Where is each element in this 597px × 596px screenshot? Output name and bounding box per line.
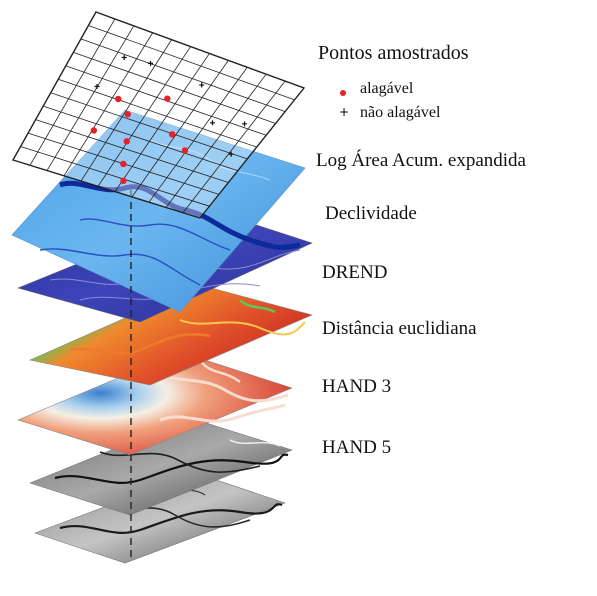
grid-line — [73, 51, 276, 124]
sample-points — [90, 55, 248, 185]
legend-not-flooded-marker: + — [339, 105, 350, 119]
grid-line — [114, 53, 210, 192]
layer-label-hand3: HAND 3 — [322, 376, 392, 397]
flooded-sample-marker — [168, 131, 176, 138]
flooded-sample-marker — [120, 177, 127, 185]
grid-line — [182, 80, 286, 213]
grid-line — [88, 25, 295, 101]
layer-label-declividade: Declividade — [325, 203, 417, 224]
legend-not-flooded-label: não alagável — [360, 104, 441, 121]
grid-line — [20, 146, 210, 207]
not-flooded-sample-marker — [199, 82, 205, 88]
grid-line — [148, 67, 248, 203]
flooded-sample-marker — [123, 138, 130, 145]
grid-line — [165, 73, 267, 208]
layer-label-drend: DREND — [322, 262, 388, 283]
grid-line — [35, 119, 229, 183]
grid-line — [43, 105, 238, 172]
legend-flooded-marker — [340, 90, 346, 96]
layer-label-hand5: HAND 5 — [322, 437, 392, 458]
grid-line — [131, 60, 229, 198]
not-flooded-sample-marker — [242, 121, 248, 127]
flooded-sample-marker — [90, 127, 98, 134]
grid-line — [63, 32, 154, 177]
legend-flooded-label: alagável — [360, 80, 414, 97]
grid-line — [29, 18, 116, 166]
not-flooded-sample-marker — [121, 55, 127, 61]
grid-line — [80, 39, 172, 182]
flooded-sample-marker — [115, 95, 122, 103]
grid-line — [58, 78, 257, 148]
sample-points-grid — [11, 11, 306, 219]
grid-line — [80, 38, 286, 113]
title-pontos-amostrados: Pontos amostrados — [318, 42, 469, 64]
grid-border — [11, 11, 306, 219]
flooded-sample-marker — [164, 95, 171, 102]
layer-label-log-area: Log Área Acum. expandida — [316, 150, 526, 171]
not-flooded-sample-marker — [94, 83, 100, 89]
grid-line — [46, 25, 135, 171]
grid-line — [97, 46, 191, 187]
flooded-sample-marker — [124, 111, 131, 118]
layer-label-distancia: Distância euclidiana — [322, 318, 477, 339]
not-flooded-sample-marker — [147, 60, 153, 66]
flooded-sample-marker — [181, 147, 189, 154]
not-flooded-sample-marker — [210, 120, 215, 126]
not-flooded-sample-marker — [228, 151, 234, 157]
flooded-sample-marker — [120, 160, 127, 168]
grid-line — [50, 92, 248, 160]
